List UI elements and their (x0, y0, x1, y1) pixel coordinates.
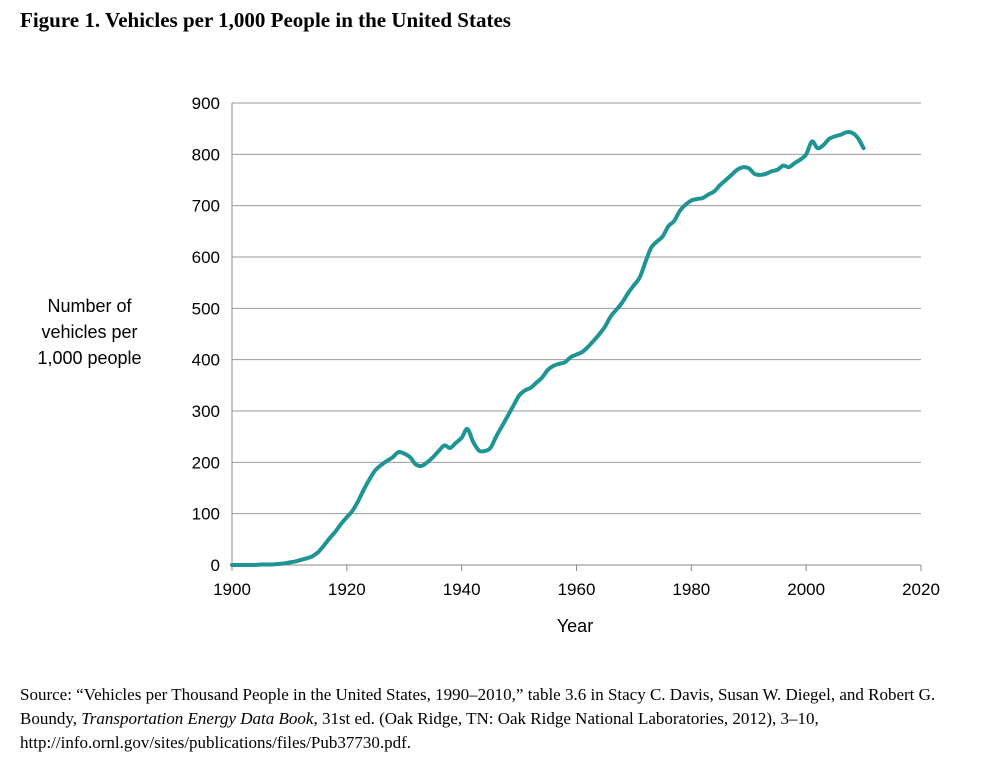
y-tick-label: 700 (192, 197, 220, 216)
x-tick-label: 1920 (328, 580, 366, 599)
y-axis-label-line-3: 1,000 people (37, 348, 142, 368)
axes (231, 103, 922, 571)
y-tick-label: 500 (192, 299, 220, 318)
y-axis-label: Number of vehicles per 1,000 people (22, 293, 157, 371)
source-book-title: Transportation Energy Data Book (81, 709, 314, 728)
source-text-prefix: Source: “Vehicles per Thousand People in… (20, 685, 936, 728)
figure-title: Figure 1. Vehicles per 1,000 People in t… (20, 8, 511, 32)
source-note: Source: “Vehicles per Thousand People in… (20, 683, 985, 755)
series-line (230, 130, 866, 568)
tick-labels: 0 100 200 300 400 500 600 700 800 900 1900 1920 1940… (192, 94, 940, 599)
y-axis-label-line-2: vehicles per (41, 322, 138, 342)
source-text-suffix: , 31st ed. (Oak Ridge, TN: Oak Ridge Nat… (20, 709, 819, 752)
x-axis-label: Year (557, 616, 593, 636)
y-tick-label: 900 (192, 94, 220, 113)
gridlines (232, 102, 921, 515)
y-tick-label: 100 (192, 505, 220, 524)
x-tick-label: 1900 (213, 580, 251, 599)
x-tick-label: 1980 (672, 580, 710, 599)
x-tick-label: 2020 (902, 580, 940, 599)
y-tick-label: 800 (192, 145, 220, 164)
y-tick-label: 300 (192, 402, 220, 421)
x-tick-label: 2000 (787, 580, 825, 599)
x-tick-label: 1940 (443, 580, 481, 599)
y-tick-label: 200 (192, 453, 220, 472)
series-layer (230, 130, 866, 568)
y-tick-label: 400 (192, 351, 220, 370)
y-tick-label: 0 (211, 556, 220, 575)
y-axis-label-line-1: Number of (47, 296, 132, 316)
x-tick-label: 1960 (558, 580, 596, 599)
y-tick-label: 600 (192, 248, 220, 267)
